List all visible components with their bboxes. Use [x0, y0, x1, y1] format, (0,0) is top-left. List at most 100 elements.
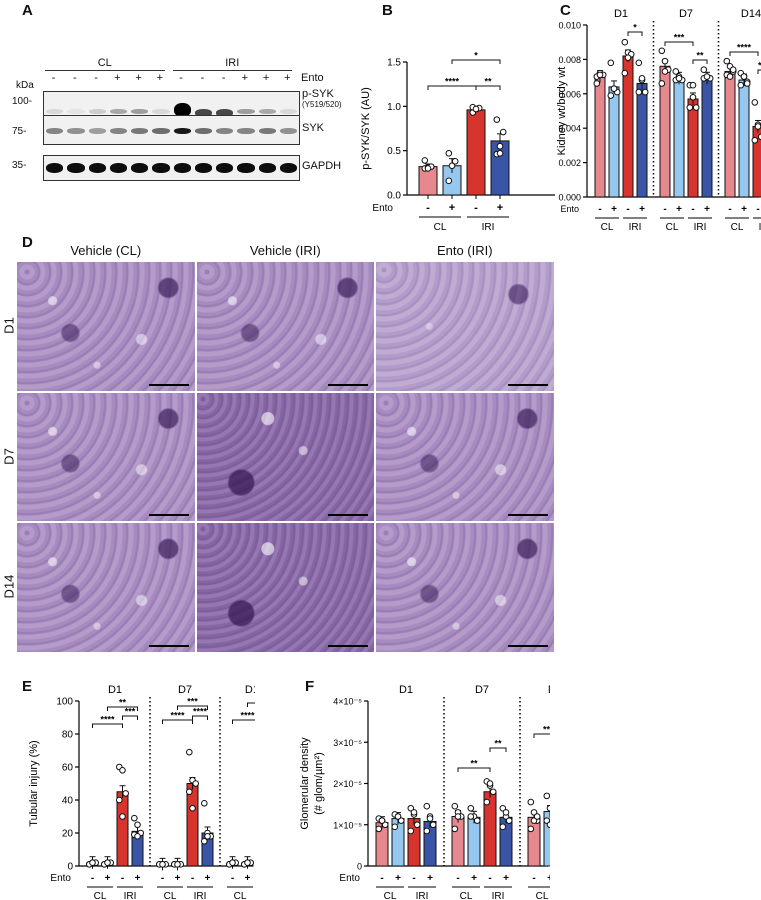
svg-text:CL: CL [434, 222, 447, 233]
svg-text:D7: D7 [679, 8, 693, 20]
svg-text:0.004: 0.004 [558, 124, 581, 134]
kda-marker: 35- [12, 160, 27, 171]
band [46, 163, 64, 173]
histology-image [376, 392, 554, 521]
blot-gapdh [43, 155, 300, 181]
band [131, 128, 149, 134]
svg-text:-: - [598, 204, 601, 215]
svg-text:+: + [741, 204, 747, 215]
blot-label: p-SYK [302, 88, 334, 100]
svg-text:2×10⁻⁵: 2×10⁻⁵ [333, 779, 362, 789]
svg-text:Ento: Ento [339, 873, 360, 884]
svg-text:0.0: 0.0 [387, 191, 401, 202]
band [88, 109, 106, 114]
histology-row-label: D7 [1, 447, 17, 465]
svg-text:3×10⁻⁵: 3×10⁻⁵ [333, 738, 362, 748]
svg-text:-: - [532, 873, 535, 884]
svg-text:****: **** [445, 77, 460, 87]
ento-sign: - [51, 72, 56, 84]
svg-text:CL: CL [460, 891, 473, 900]
svg-text:4×10⁻⁵: 4×10⁻⁵ [333, 697, 362, 707]
histology-image [196, 523, 374, 652]
svg-text:+: + [639, 204, 645, 215]
svg-text:0.5: 0.5 [387, 146, 401, 157]
blot-sublabel: (Y519/520) [302, 100, 342, 109]
scale-bar [507, 383, 548, 386]
histology-column-label: Ento (IRI) [436, 243, 493, 258]
svg-text:+: + [105, 873, 111, 884]
svg-text:*: * [474, 51, 478, 61]
chart-kidney-weight: 0.000 0.002 0.004 0.006 0.008 0.010 Kidney wt/… [556, 8, 761, 232]
svg-text:-: - [756, 204, 759, 215]
band [152, 163, 170, 173]
histology-image [376, 523, 554, 652]
svg-text:CL: CL [164, 891, 177, 900]
chart-glomerular-density: 0 1×10⁻⁵ 2×10⁻⁵ 3×10⁻⁵ 4×10⁻⁵ Glomerular dens… [299, 684, 550, 900]
svg-text:IRI: IRI [759, 222, 761, 232]
ento-sign: - [200, 72, 205, 84]
group-line [45, 70, 165, 71]
svg-text:-: - [191, 873, 194, 884]
blot-label: SYK [302, 122, 325, 134]
svg-text:CL: CL [536, 891, 549, 900]
band [173, 128, 191, 134]
svg-text:-: - [91, 873, 94, 884]
svg-text:****: **** [193, 707, 208, 717]
svg-text:IRI: IRI [629, 222, 642, 232]
svg-text:IRI: IRI [482, 222, 495, 233]
kda-label: kDa [16, 80, 34, 91]
svg-text:+: + [245, 873, 251, 884]
blot-label: GAPDH [302, 160, 342, 172]
band [237, 163, 255, 173]
svg-text:****: **** [170, 711, 185, 721]
ento-sign: + [156, 72, 164, 84]
band [67, 128, 85, 134]
band [131, 163, 149, 173]
svg-text:+: + [704, 204, 710, 215]
band [216, 109, 234, 117]
scale-bar [148, 644, 189, 647]
scale-bar [328, 644, 368, 647]
group-label: IRI [225, 57, 240, 69]
ento-sign: + [241, 72, 249, 84]
svg-text:100: 100 [56, 697, 73, 708]
band [109, 128, 127, 134]
svg-text:IRI: IRI [124, 891, 137, 900]
svg-text:0.008: 0.008 [558, 55, 581, 65]
band [258, 163, 276, 173]
svg-text:-: - [663, 204, 666, 215]
ento-sign: + [262, 72, 270, 84]
scale-bar [328, 514, 368, 516]
ento-sign: - [94, 72, 98, 84]
svg-text:CL: CL [731, 222, 744, 232]
svg-text:D7: D7 [475, 684, 489, 696]
histology-image [196, 392, 374, 521]
band [88, 163, 106, 173]
svg-text:D7: D7 [178, 684, 192, 696]
scale-bar [328, 383, 368, 386]
band [88, 128, 106, 134]
histology-image [17, 392, 195, 521]
band [152, 109, 170, 114]
histology-row-label: D14 [1, 574, 17, 599]
ento-sign: + [135, 72, 142, 84]
svg-text:IRI: IRI [194, 891, 207, 900]
svg-text:CL: CL [666, 222, 679, 232]
panel-label-f: F [305, 678, 315, 695]
svg-text:**: ** [494, 739, 502, 749]
svg-text:0.010: 0.010 [558, 21, 581, 31]
svg-text:0.002: 0.002 [558, 158, 581, 168]
band [194, 109, 212, 117]
panel-label-d: D [22, 234, 33, 251]
histology-image [17, 262, 195, 391]
svg-text:CL: CL [384, 891, 397, 900]
svg-text:D14: D14 [548, 684, 550, 696]
band [152, 128, 170, 134]
svg-text:+: + [497, 202, 503, 214]
svg-text:**: ** [484, 77, 492, 87]
chart-psyk-ratio: 0.00.51.01.5p-SYK/SYK (AU)*******Ento - + -… [360, 51, 555, 233]
svg-text:+: + [395, 873, 401, 884]
svg-text:-: - [121, 873, 124, 884]
svg-text:****: **** [737, 43, 752, 53]
svg-text:Tubular injury (%): Tubular injury (%) [28, 740, 40, 826]
